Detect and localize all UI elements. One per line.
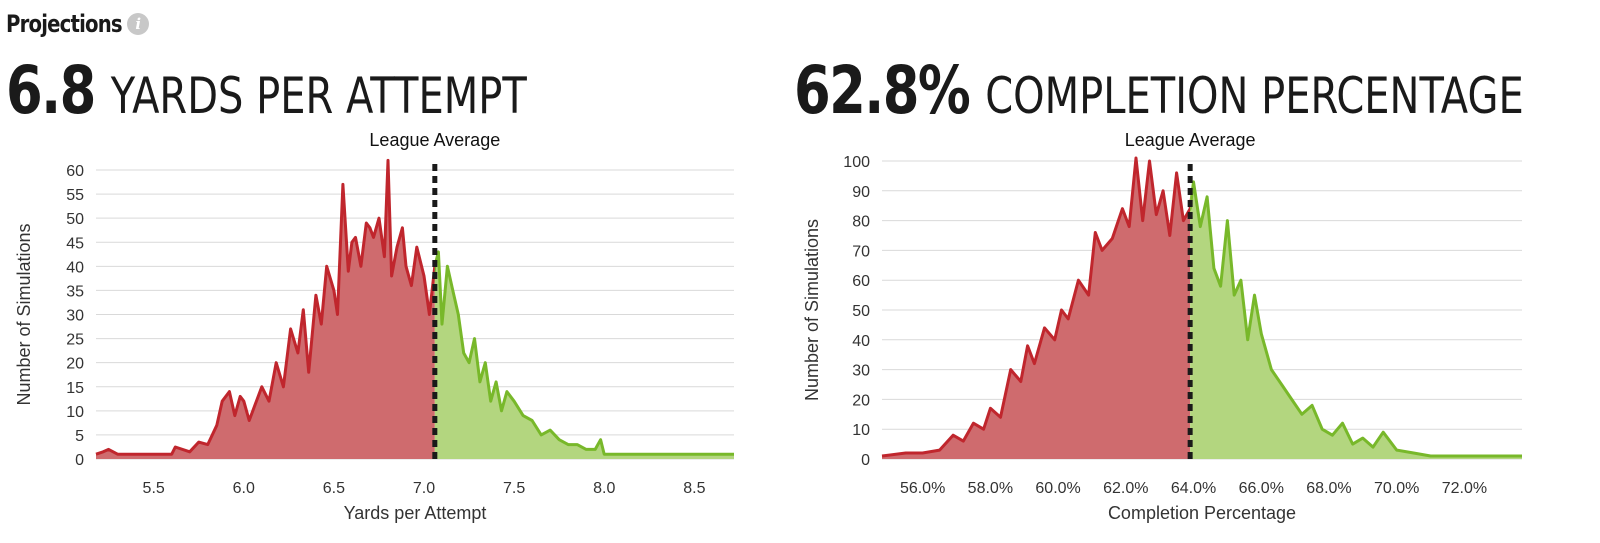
- x-tick-label: 72.0%: [1442, 480, 1487, 497]
- y-tick-label: 60: [66, 163, 84, 180]
- y-tick-label: 15: [66, 380, 84, 397]
- y-tick-label: 45: [66, 235, 84, 252]
- league-average-label: League Average: [1125, 130, 1256, 150]
- headline-label: COMPLETION PERCENTAGE: [985, 67, 1524, 125]
- below-average-line: [95, 158, 435, 456]
- y-tick-label: 90: [852, 184, 870, 201]
- x-tick-label: 6.0: [233, 480, 255, 497]
- yards-per-attempt-panel: 6.8 YARDS PER ATTEMPT 0 5 10 15 20 25 30 35 40 45…: [6, 52, 786, 540]
- above-average-area: [1190, 181, 1522, 459]
- y-tick-label: 0: [75, 452, 84, 469]
- y-tick-label: 35: [66, 283, 84, 300]
- x-tick-label: 68.0%: [1306, 480, 1351, 497]
- y-tick-label: 50: [66, 211, 84, 228]
- x-tick-label: 6.5: [323, 480, 345, 497]
- y-axis-title: Number of Simulations: [14, 223, 34, 405]
- headline-value: 62.8%: [794, 52, 971, 129]
- above-average-line: [434, 250, 734, 456]
- y-tick-label: 55: [66, 187, 84, 204]
- x-axis-title: Yards per Attempt: [344, 503, 487, 523]
- x-tick-label: 64.0%: [1171, 480, 1216, 497]
- y-tick-label: 70: [852, 243, 870, 260]
- x-tick-label: 56.0%: [900, 480, 945, 497]
- y-tick-label: 20: [852, 392, 870, 409]
- league-average-label: League Average: [369, 130, 500, 150]
- y-tick-label: 30: [852, 363, 870, 380]
- x-tick-label: 62.0%: [1103, 480, 1148, 497]
- y-tick-label: 60: [852, 273, 870, 290]
- headline: 62.8% COMPLETION PERCENTAGE: [794, 52, 1524, 132]
- projections-header: Projections i: [6, 4, 150, 44]
- yards-per-attempt-chart: 0 5 10 15 20 25 30 35 40 45 50 55 60 5.5 6.0 6.5 7.0 7.5 8…: [14, 130, 734, 523]
- x-tick-label: 5.5: [143, 480, 165, 497]
- y-axis-title: Number of Simulations: [802, 219, 822, 401]
- below-average-area: [96, 160, 435, 459]
- x-tick-label: 58.0%: [968, 480, 1013, 497]
- y-tick-label: 30: [66, 308, 84, 325]
- y-tick-label: 5: [75, 428, 84, 445]
- above-average-area: [434, 251, 734, 459]
- y-tick-label: 25: [66, 332, 84, 349]
- y-tick-label: 20: [66, 356, 84, 373]
- x-tick-label: 8.5: [683, 480, 705, 497]
- y-tick-label: 40: [852, 333, 870, 350]
- x-axis-title: Completion Percentage: [1108, 503, 1296, 523]
- y-tick-label: 0: [861, 452, 870, 469]
- x-tick-label: 60.0%: [1035, 480, 1080, 497]
- y-tick-label: 100: [843, 154, 870, 171]
- completion-percentage-chart: 0 10 20 30 40 50 60 70 80 90 100 56.0% 58.0% 60.0% 62.…: [802, 130, 1522, 523]
- x-tick-label: 7.0: [413, 480, 435, 497]
- above-average-line: [1190, 180, 1522, 458]
- y-tick-label: 10: [66, 404, 84, 421]
- headline: 6.8 YARDS PER ATTEMPT: [6, 52, 527, 132]
- info-icon[interactable]: i: [127, 13, 150, 35]
- headline-value: 6.8: [6, 52, 96, 129]
- headline-label: YARDS PER ATTEMPT: [110, 67, 527, 125]
- y-tick-label: 40: [66, 259, 84, 276]
- x-tick-label: 70.0%: [1374, 480, 1419, 497]
- y-tick-label: 50: [852, 303, 870, 320]
- x-tick-label: 7.5: [503, 480, 525, 497]
- x-tick-label: 8.0: [593, 480, 615, 497]
- below-average-area: [882, 158, 1191, 459]
- y-tick-label: 10: [852, 422, 870, 439]
- section-title: Projections: [6, 10, 123, 38]
- below-average-line: [881, 156, 1191, 458]
- completion-percentage-panel: 62.8% COMPLETION PERCENTAGE 0 10 20 30 40 50 6…: [794, 52, 1574, 540]
- y-tick-label: 80: [852, 214, 870, 231]
- x-tick-label: 66.0%: [1239, 480, 1284, 497]
